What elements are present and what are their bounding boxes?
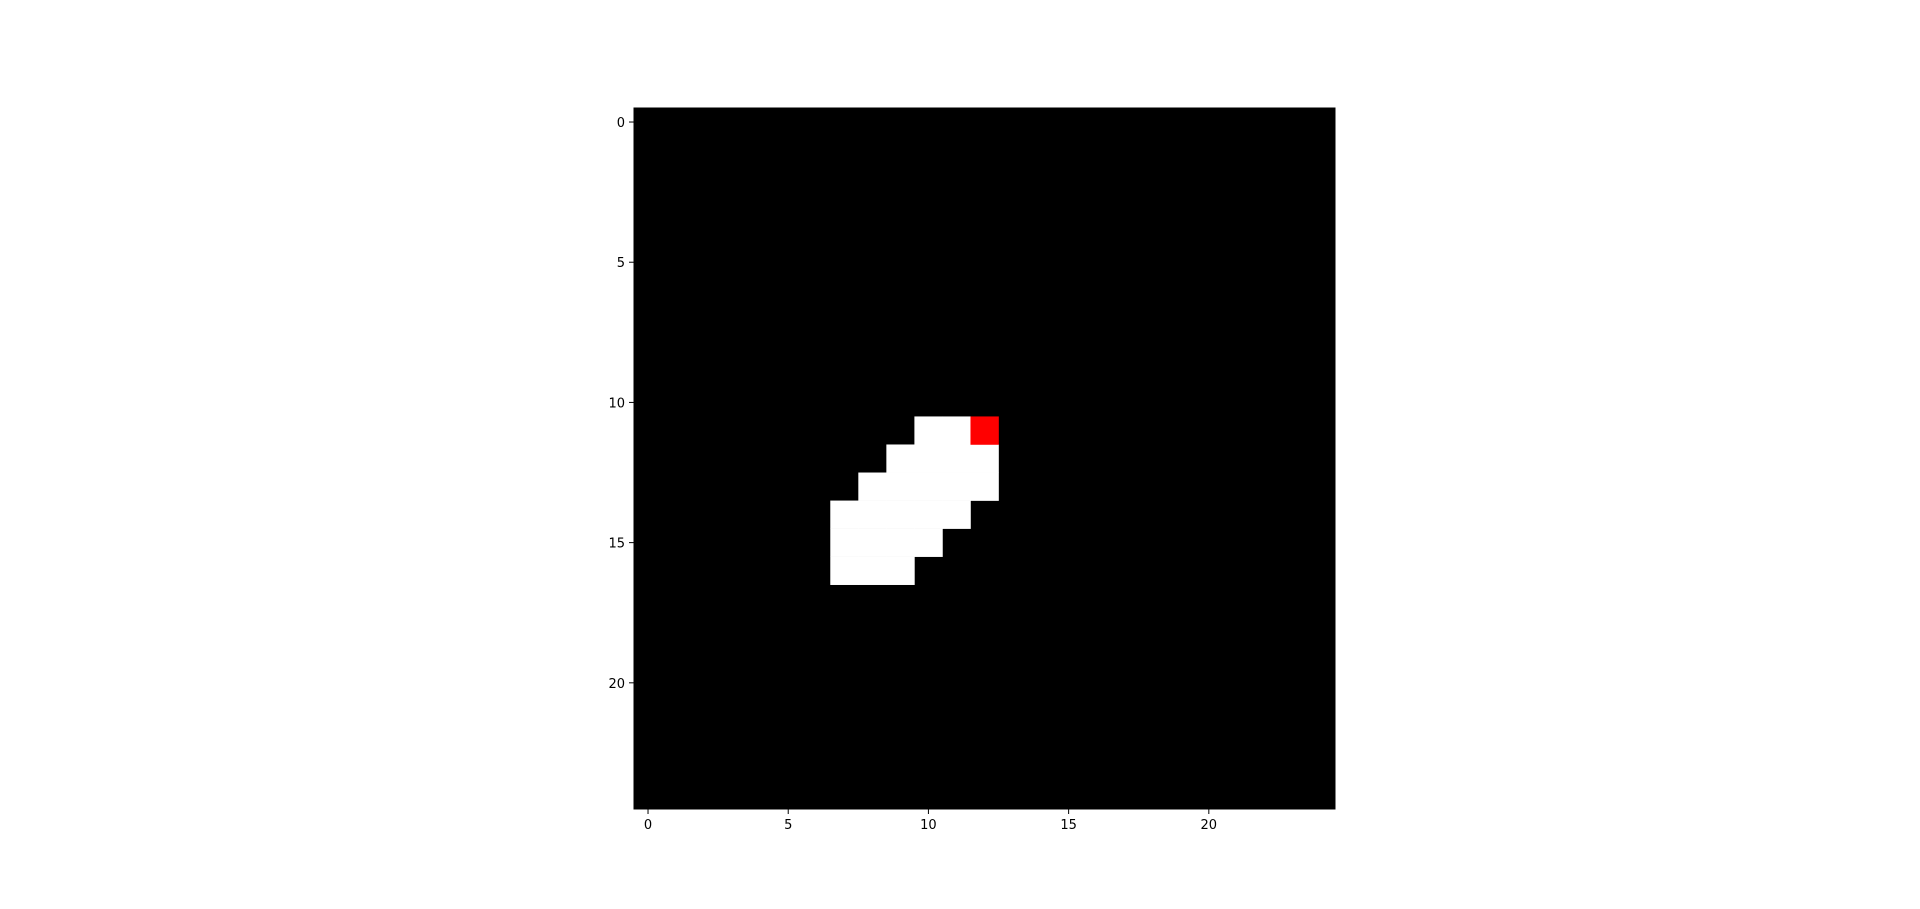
white-cell [830,500,859,529]
white-cell [886,500,915,529]
white-cell [858,528,887,557]
y-tick-label: 10 [608,396,625,411]
white-cell [886,472,915,501]
x-tick-label: 0 [644,818,652,833]
white-cell [914,500,943,529]
white-cell [970,472,999,501]
white-cell [858,472,887,501]
white-cell [914,528,943,557]
white-cell [914,472,943,501]
y-tick-label: 0 [617,116,625,131]
white-cell [942,416,971,445]
red-cell [970,416,999,445]
white-cell [886,556,915,585]
x-tick-label: 15 [1060,818,1077,833]
y-axis: 0 5 10 15 20 [608,116,634,692]
y-tick-label: 5 [617,256,625,271]
white-cell [942,500,971,529]
white-cell [970,444,999,473]
white-cell [858,500,887,529]
grid-cells [830,416,999,585]
y-tick-label: 15 [608,537,625,552]
y-tick-label: 20 [608,677,625,692]
white-cell [858,556,887,585]
white-cell [914,444,943,473]
x-tick-label: 20 [1201,818,1218,833]
white-cell [942,444,971,473]
x-axis: 0 5 10 15 20 [644,809,1217,833]
white-cell [942,472,971,501]
white-cell [830,556,859,585]
white-cell [914,416,943,445]
white-cell [886,528,915,557]
plot-frame [633,107,1336,810]
white-cell [886,444,915,473]
x-tick-label: 10 [920,818,937,833]
x-tick-label: 5 [784,818,792,833]
white-cell [830,528,859,557]
